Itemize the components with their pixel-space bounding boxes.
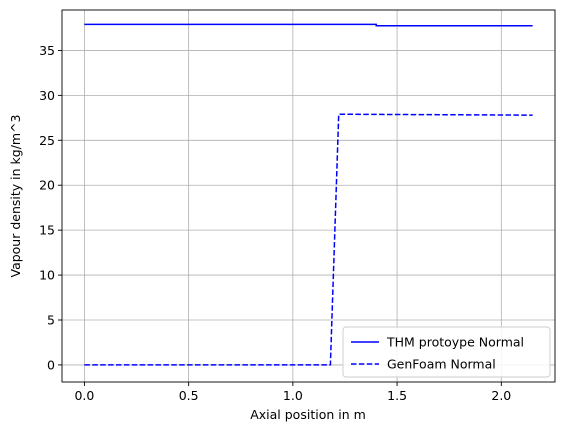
y-tick-label: 25 [39, 133, 55, 148]
legend: THM protoype Normal GenFoam Normal [342, 326, 551, 378]
x-tick-label: 1.5 [387, 388, 407, 403]
y-tick-label: 0 [47, 357, 55, 372]
legend-label: THM protoype Normal [386, 335, 524, 350]
series-line-2 [84, 113, 533, 366]
y-tick-label: 30 [39, 88, 55, 103]
x-tick-label: 0.5 [179, 388, 199, 403]
y-tick-label: 20 [39, 178, 55, 193]
x-tick-label: 1.0 [283, 388, 303, 403]
plot-frame [61, 9, 556, 383]
legend-box [342, 326, 551, 378]
grid [62, 10, 555, 382]
series-layer [84, 23, 533, 366]
series-line-1 [84, 23, 533, 27]
x-axis-label: Axial position in m [250, 407, 366, 422]
x-axis: 0.0 0.5 1.0 1.5 2.0 [74, 382, 511, 403]
x-tick-label: 0.0 [74, 388, 94, 403]
y-tick-label: 15 [39, 223, 55, 238]
y-tick-label: 10 [39, 268, 55, 283]
x-tick-label: 2.0 [491, 388, 511, 403]
y-tick-label: 5 [47, 313, 55, 328]
y-axis-label: Vapour density in kg/m^3 [8, 114, 23, 277]
y-tick-label: 35 [39, 43, 55, 58]
legend-label: GenFoam Normal [387, 357, 496, 372]
y-axis: 0 5 10 15 20 25 30 35 [39, 43, 62, 372]
